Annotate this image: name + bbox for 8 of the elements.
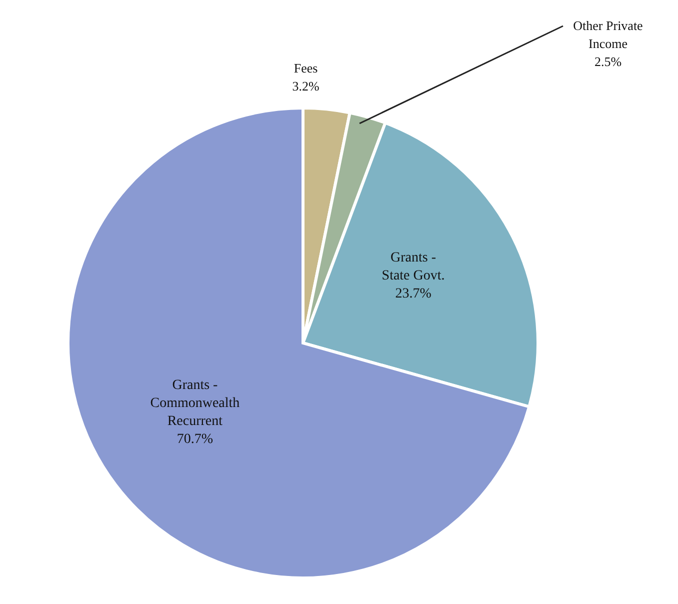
data-label: 23.7% xyxy=(395,286,432,302)
slice-label: Fees xyxy=(294,60,318,76)
slice-label: Grants - State Govt. xyxy=(382,250,445,284)
data-label: 3.2% xyxy=(292,78,320,94)
data-label: 2.5% xyxy=(594,54,622,69)
slice-label: Grants - Commonwealth Recurrent xyxy=(150,378,240,430)
slice-label: Other Private Income xyxy=(573,18,644,51)
data-label: 70.7% xyxy=(176,432,214,448)
